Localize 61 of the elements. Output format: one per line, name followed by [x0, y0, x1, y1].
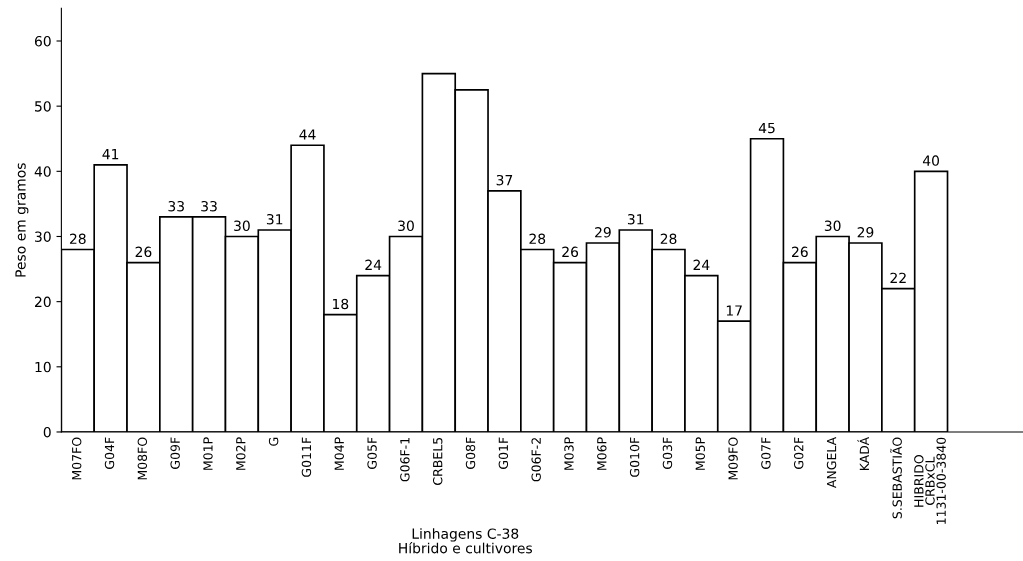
data-label: 37: [496, 174, 513, 186]
y-tick-label: 40: [34, 166, 51, 177]
data-label: 24: [693, 259, 710, 270]
x-tick-label: M06P: [597, 437, 607, 470]
data-label: 41: [102, 149, 119, 160]
x-tick-label: G06F-1: [400, 437, 410, 482]
data-label: 28: [69, 233, 86, 245]
y-tick-label: 0: [43, 426, 51, 438]
x-tick-label: M02P: [236, 437, 246, 470]
x-tick-label: HIBRIDO CRBxCL 1131-00-3840: [914, 437, 946, 525]
x-tick-label: G05F: [367, 437, 377, 469]
data-label: 31: [266, 213, 283, 225]
x-tick-label: G09F: [170, 437, 180, 469]
x-tick-label: G03F: [662, 437, 673, 469]
x-tick-label: G: [268, 437, 279, 446]
data-label: 29: [857, 227, 874, 238]
data-label: 26: [135, 246, 152, 258]
y-tick-label: 30: [35, 231, 51, 242]
y-tick-label: 10: [35, 361, 51, 373]
x-tick-label: G02F: [794, 437, 804, 469]
y-axis-title: Peso em gramos: [15, 163, 29, 277]
data-label: 28: [660, 233, 677, 245]
data-label: 30: [234, 220, 250, 232]
data-label: 40: [922, 155, 940, 166]
data-label: 29: [595, 227, 611, 238]
data-label: 18: [333, 298, 349, 310]
x-tick-label: M08FO: [137, 437, 148, 480]
x-tick-label: G04F: [104, 437, 115, 469]
x-tick-label: M05P: [695, 437, 705, 470]
x-tick-label: G08F: [465, 437, 476, 469]
x-tick-label: M07FO: [71, 437, 82, 480]
data-label: 24: [365, 259, 382, 270]
data-label: 33: [168, 200, 184, 212]
data-label: 26: [562, 246, 579, 258]
x-tick-label: M04P: [334, 437, 344, 470]
data-label: 44: [299, 129, 316, 140]
data-label: 30: [398, 220, 414, 232]
x-tick-label: M03P: [564, 437, 574, 470]
data-label: 22: [890, 272, 906, 283]
y-tick-label: 20: [35, 296, 51, 308]
x-tick-label: CRBEL5: [432, 437, 443, 485]
x-tick-label: G07F: [761, 437, 771, 469]
x-tick-label: G010F: [629, 437, 640, 477]
data-label: 31: [627, 213, 644, 225]
data-label: 28: [529, 233, 546, 245]
x-tick-label: ANGELA: [826, 436, 837, 489]
x-tick-label: G011F: [301, 437, 312, 477]
data-label: 30: [824, 220, 841, 232]
x-axis-title: Linhagens C-38 Híbrido e cultivores: [399, 528, 533, 554]
x-tick-label: M09FO: [728, 437, 738, 480]
x-tick-label: G06F-2: [531, 438, 541, 482]
y-tick-label: 50: [35, 101, 51, 112]
x-tick-label: KADÁ: [857, 436, 869, 471]
data-label: 45: [758, 122, 775, 134]
x-tick-label: M01P: [203, 437, 213, 470]
x-tick-label: S.SEBASTIÃO: [890, 437, 902, 519]
x-tick-label: G01F: [498, 437, 509, 469]
y-tick-label: 60: [34, 35, 51, 47]
data-label: 26: [792, 246, 808, 258]
data-label: 17: [726, 305, 742, 316]
data-label: 33: [201, 200, 217, 212]
